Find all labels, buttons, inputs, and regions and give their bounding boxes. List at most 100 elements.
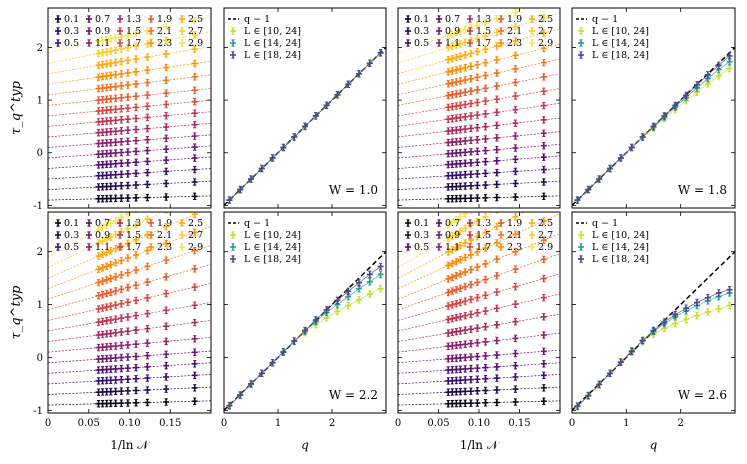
point-q-2.7-5 bbox=[118, 45, 125, 53]
point-q-0.9-5 bbox=[118, 148, 125, 157]
point-q-1.9-8 bbox=[144, 278, 151, 286]
point-q-0.5-10 bbox=[191, 165, 198, 174]
point-q-0.1-7 bbox=[482, 194, 489, 202]
point-series-2-3 bbox=[258, 164, 265, 173]
point-q-0.5-5 bbox=[118, 170, 125, 179]
point-q-0.1-9 bbox=[163, 193, 170, 201]
point-q-2.5-10 bbox=[191, 45, 198, 53]
x-axis-label: q bbox=[301, 438, 309, 452]
point-q-2.7-6 bbox=[124, 224, 131, 233]
xtick-label: 0 bbox=[45, 418, 51, 429]
point-q-0.7-6 bbox=[124, 364, 131, 372]
point-q-1.3-3 bbox=[457, 327, 464, 335]
point-q-1.1-8 bbox=[493, 336, 500, 345]
point-q-1.3-8 bbox=[144, 324, 151, 333]
point-q-1.1-7 bbox=[482, 135, 489, 143]
point-q-0.3-8 bbox=[144, 180, 151, 189]
point-q-1.1-5 bbox=[118, 341, 125, 350]
point-series-2-12 bbox=[704, 71, 711, 79]
legend-marker-q-0.9 bbox=[86, 231, 92, 239]
point-q-0.7-5 bbox=[118, 364, 125, 373]
point-q-0.5-5 bbox=[467, 170, 474, 179]
point-q-2.3-10 bbox=[191, 228, 198, 237]
legend-marker-q-0.7 bbox=[86, 15, 92, 23]
fit-line-q-2.5 bbox=[398, 212, 526, 279]
point-q-1.1-4 bbox=[462, 340, 469, 348]
point-q-2.3-5 bbox=[467, 62, 474, 71]
point-q-1.7-4 bbox=[112, 105, 119, 114]
point-q-1.1-6 bbox=[124, 137, 131, 145]
point-q-1.9-2 bbox=[453, 285, 460, 294]
panel-scaling-r0-c0: 0.10.30.50.70.91.11.31.51.71.92.12.32.52… bbox=[33, 7, 212, 212]
xtick-label: 0.15 bbox=[159, 418, 181, 429]
point-q-2.5-3 bbox=[107, 247, 114, 255]
panel-tau-r1-c3: q − 1L ∈ [10, 24]L ∈ [14, 24]L ∈ [18, 24… bbox=[569, 211, 736, 452]
point-q-1.9-5 bbox=[467, 87, 474, 95]
point-series-2-7 bbox=[302, 326, 308, 335]
point-q-1.3-9 bbox=[163, 322, 170, 330]
point-q-0.3-7 bbox=[133, 181, 140, 189]
point-series-2-14 bbox=[377, 49, 384, 57]
point-q-1.5-4 bbox=[462, 311, 469, 320]
point-series-2-6 bbox=[291, 133, 298, 141]
point-q-0.5-7 bbox=[133, 169, 140, 178]
point-q-0.5-9 bbox=[512, 167, 519, 176]
point-series-2-6 bbox=[639, 133, 646, 141]
point-series-2-1 bbox=[237, 391, 244, 399]
point-q-1.1-4 bbox=[462, 137, 469, 145]
point-q-1.9-9 bbox=[163, 273, 170, 281]
point-q-0.5-9 bbox=[163, 373, 170, 381]
point-q-1.9-1 bbox=[99, 290, 106, 299]
point-q-1.9-4 bbox=[462, 282, 469, 291]
point-q-1.5-3 bbox=[107, 316, 114, 324]
xtick-label: 0 bbox=[221, 418, 227, 429]
legend-tau: q − 1L ∈ [10, 24]L ∈ [14, 24]L ∈ [18, 24… bbox=[576, 14, 649, 61]
point-q-1.7-4 bbox=[462, 100, 469, 109]
point-q-0.1-9 bbox=[163, 398, 170, 406]
point-series-2-3 bbox=[607, 369, 614, 378]
point-q-1.7-5 bbox=[467, 295, 474, 304]
legend-tau: q − 1L ∈ [10, 24]L ∈ [14, 24]L ∈ [18, 24… bbox=[228, 218, 301, 265]
point-q-2.5-9 bbox=[512, 37, 519, 45]
point-q-0.9-7 bbox=[482, 146, 489, 155]
point-q-0.9-6 bbox=[474, 352, 481, 361]
point-q-0.1-4 bbox=[462, 194, 469, 203]
point-q-2.1-2 bbox=[453, 78, 460, 86]
point-q-2.1-9 bbox=[163, 256, 170, 264]
xtick-label: 0.10 bbox=[468, 418, 490, 429]
series-line-0 bbox=[577, 68, 730, 201]
point-series-2-0 bbox=[226, 196, 233, 204]
point-q-1.7-3 bbox=[457, 298, 464, 307]
point-q-2.3-10 bbox=[191, 59, 198, 68]
point-q-0.1-8 bbox=[144, 398, 151, 407]
point-series-2-7 bbox=[650, 326, 657, 335]
point-series-0-13 bbox=[715, 72, 722, 80]
point-q-2.9-1 bbox=[99, 223, 106, 232]
point-q-2.5-3 bbox=[457, 52, 464, 61]
point-q-2.1-5 bbox=[118, 82, 125, 90]
xtick-label: 1 bbox=[275, 418, 281, 429]
point-q-0.5-8 bbox=[493, 374, 500, 382]
point-q-2.3-5 bbox=[467, 251, 474, 259]
point-q-0.3-4 bbox=[112, 182, 119, 190]
point-q-2.7-1 bbox=[99, 237, 106, 245]
xtick-label: 0 bbox=[395, 418, 401, 429]
point-series-2-2 bbox=[596, 380, 603, 389]
legend-label-q-1.7: 1.7 bbox=[476, 38, 491, 49]
point-q-0.9-8 bbox=[144, 351, 151, 360]
point-q-2.5-0 bbox=[445, 248, 452, 256]
point-q-1.5-6 bbox=[124, 115, 131, 123]
point-q-0.9-7 bbox=[482, 352, 489, 360]
legend-marker-q-1.7 bbox=[117, 39, 123, 47]
point-q-2.9-3 bbox=[457, 27, 464, 35]
point-series-2-8 bbox=[661, 318, 668, 326]
point-q-2.7-2 bbox=[453, 229, 460, 238]
point-q-2.3-0 bbox=[445, 261, 452, 270]
point-q-2.5-5 bbox=[467, 49, 474, 58]
point-q-0.9-6 bbox=[124, 353, 131, 361]
point-q-0.3-10 bbox=[191, 384, 198, 392]
point-q-0.1-6 bbox=[474, 194, 481, 202]
point-q-1.3-4 bbox=[462, 326, 469, 334]
point-q-0.3-4 bbox=[462, 182, 469, 190]
legend-marker-q-1.3 bbox=[117, 15, 123, 23]
